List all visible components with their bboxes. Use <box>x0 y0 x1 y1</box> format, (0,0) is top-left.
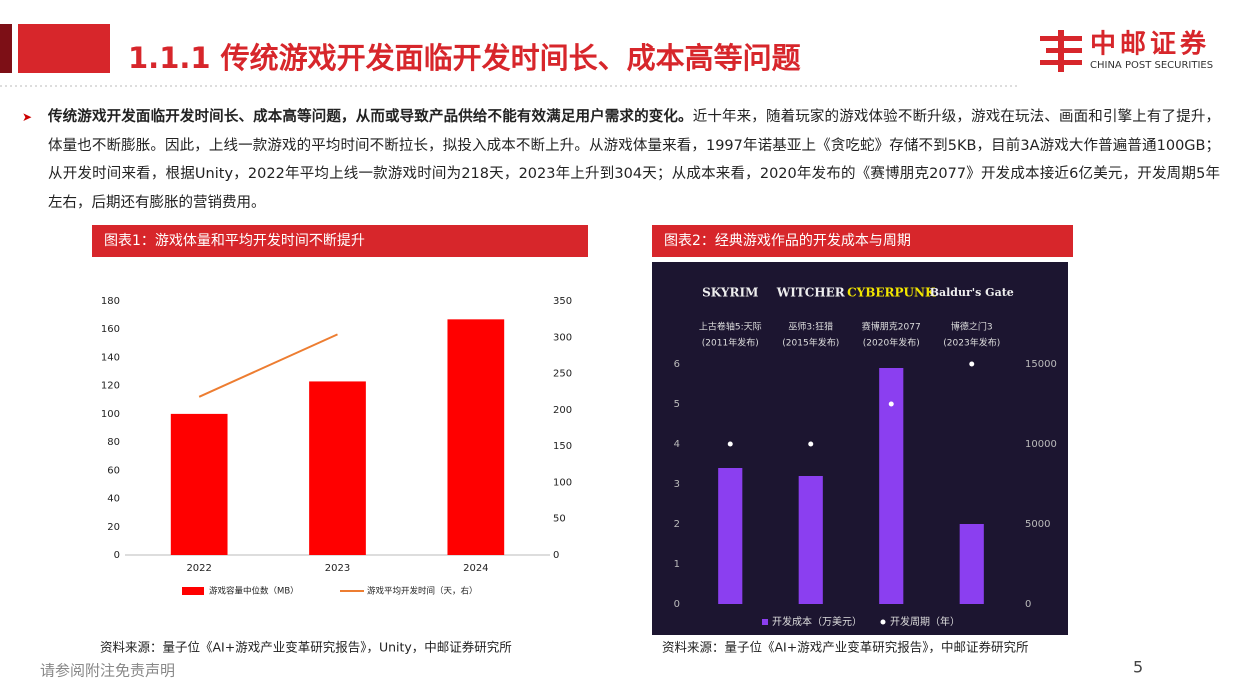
legend-swatch <box>182 587 204 595</box>
y-tick-label: 20 <box>107 522 120 533</box>
legend-swatch <box>880 619 886 625</box>
bar <box>879 368 904 604</box>
y2-tick-label: 300 <box>553 332 572 343</box>
y-tick-label: 180 <box>101 296 120 307</box>
point <box>727 441 733 447</box>
legend-label: 开发成本（万美元） <box>772 615 862 628</box>
chart-title-box <box>92 225 588 257</box>
y-tick-label: 1 <box>674 559 680 570</box>
logo <box>1040 30 1082 72</box>
x-tick-label: 2022 <box>186 563 211 574</box>
bar <box>959 524 984 604</box>
body-text: 近十年来，随着玩家的游戏体验不断升级，游戏在玩法、画面和引擎上有了提升，体量也不… <box>48 109 1221 211</box>
point <box>969 361 975 367</box>
y2-tick-label: 0 <box>1025 599 1031 610</box>
legend-label: 游戏平均开发时间（天，右） <box>367 586 478 597</box>
y2-tick-label: 50 <box>553 514 566 525</box>
bar <box>798 476 823 604</box>
x-tick-label: 上古卷轴5:天际 <box>699 321 762 333</box>
logo-text: WITCHER <box>776 286 846 300</box>
y-tick-label: 160 <box>101 324 120 335</box>
y2-tick-label: 15000 <box>1025 359 1057 370</box>
y-tick-label: 40 <box>107 494 120 505</box>
x-tick-sublabel: (2015年发布) <box>782 337 839 349</box>
title: 1.1.1 传统游戏开发面临开发时间长、成本高等问题 <box>128 41 801 75</box>
y-tick-label: 80 <box>107 437 120 448</box>
x-tick-label: 博德之门3 <box>951 321 993 333</box>
y-tick-label: 4 <box>674 439 680 450</box>
y2-tick-label: 150 <box>553 441 572 452</box>
y2-tick-label: 10000 <box>1025 439 1057 450</box>
y-tick-label: 3 <box>674 479 680 490</box>
y-tick-label: 120 <box>101 381 120 392</box>
x-tick-sublabel: (2023年发布) <box>943 337 1000 349</box>
header-mark <box>18 24 110 73</box>
point <box>888 401 894 407</box>
y-tick-label: 6 <box>674 359 680 370</box>
bullet: ➤ <box>22 110 33 124</box>
logo-text: Baldur's Gate <box>930 286 1014 299</box>
legend-label: 游戏容量中位数（MB） <box>209 586 299 597</box>
chart-title: 图表1：游戏体量和平均开发时间不断提升 <box>104 233 365 249</box>
y-tick-label: 2 <box>674 519 680 530</box>
lead: 传统游戏开发面临开发时间长、成本高等问题，从而或导致产品供给不能有效满足用户需求… <box>48 109 693 125</box>
chart-panel <box>652 262 1068 635</box>
disclaimer: 请参阅附注免责声明 <box>40 662 175 680</box>
paragraph: 传统游戏开发面临开发时间长、成本高等问题，从而或导致产品供给不能有效满足用户需求… <box>48 103 1220 217</box>
y2-tick-label: 100 <box>553 477 572 488</box>
page-number: 5 <box>1133 658 1143 677</box>
legend-swatch <box>762 619 768 625</box>
bar <box>170 413 228 555</box>
y2-tick-label: 5000 <box>1025 519 1050 530</box>
chart-title: 图表2：经典游戏作品的开发成本与周期 <box>664 233 911 249</box>
y2-tick-label: 200 <box>553 405 572 416</box>
x-tick-sublabel: (2020年发布) <box>863 337 920 349</box>
x-tick-sublabel: (2011年发布) <box>702 337 759 349</box>
x-tick-label: 2023 <box>325 563 350 574</box>
y-tick-label: 0 <box>674 599 680 610</box>
logo-text: CYBERPUNK <box>847 286 936 300</box>
bar <box>718 468 743 604</box>
source: 资料来源：量子位《AI+游戏产业变革研究报告》，中邮证券研究所 <box>662 640 1028 655</box>
header-mark <box>0 24 12 73</box>
y-tick-label: 140 <box>101 352 120 363</box>
source: 资料来源：量子位《AI+游戏产业变革研究报告》，Unity，中邮证券研究所 <box>100 640 512 655</box>
point <box>808 441 814 447</box>
x-tick-label: 2024 <box>463 563 488 574</box>
x-tick-label: 赛博朋克2077 <box>862 321 921 333</box>
chart-title-box <box>652 225 1073 257</box>
x-tick-label: 巫师3:狂猎 <box>788 321 833 333</box>
y-tick-label: 0 <box>114 550 120 561</box>
y2-tick-label: 350 <box>553 296 572 307</box>
brand: 中邮证券 <box>1090 30 1210 60</box>
legend-label: 开发周期（年） <box>890 615 960 628</box>
y-tick-label: 5 <box>674 399 680 410</box>
line <box>198 333 338 398</box>
y2-tick-label: 0 <box>553 550 559 561</box>
y-tick-label: 60 <box>107 465 120 476</box>
brand-en: CHINA POST SECURITIES <box>1090 60 1213 71</box>
y-tick-label: 100 <box>101 409 120 420</box>
bar <box>309 381 366 555</box>
y2-tick-label: 250 <box>553 369 572 380</box>
bar <box>447 319 505 555</box>
logo-text: SKYRIM <box>702 286 758 300</box>
